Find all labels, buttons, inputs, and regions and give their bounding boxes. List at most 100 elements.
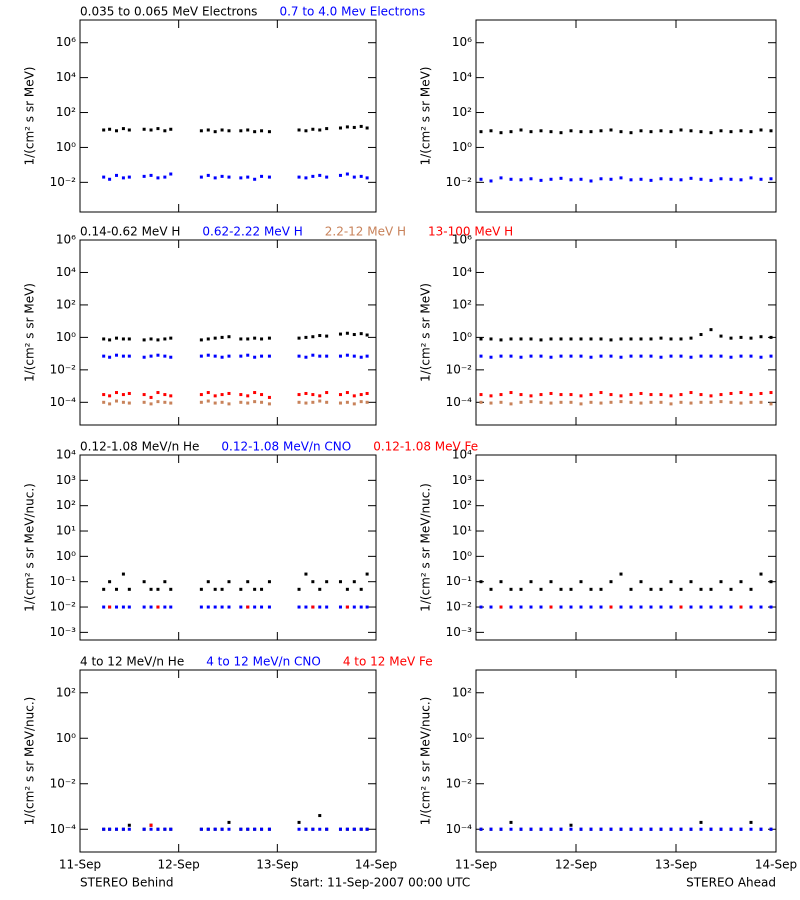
data-point <box>206 580 210 584</box>
data-point <box>669 827 673 831</box>
y-axis-label: 1/(cm² s sr MeV/nuc.) <box>23 483 37 612</box>
data-point <box>579 354 583 358</box>
data-point <box>108 605 112 609</box>
footer-center: Start: 11-Sep-2007 00:00 UTC <box>290 876 470 890</box>
data-point <box>297 393 301 397</box>
data-point <box>199 827 203 831</box>
data-point <box>509 402 513 406</box>
data-point <box>169 336 173 340</box>
legend-entry: 0.7 to 4.0 Mev Electrons <box>279 5 425 19</box>
data-point <box>246 394 250 398</box>
data-point <box>509 827 513 831</box>
data-point <box>338 393 342 397</box>
data-point <box>156 127 160 131</box>
data-point <box>509 605 513 609</box>
data-point <box>589 355 593 359</box>
data-point <box>311 827 315 831</box>
data-point <box>227 827 231 831</box>
data-point <box>267 175 271 179</box>
data-point <box>304 827 308 831</box>
data-point <box>519 605 523 609</box>
x-tick-label: 14-Sep <box>355 858 397 872</box>
data-point <box>529 827 533 831</box>
data-point <box>156 605 160 609</box>
data-point <box>569 393 573 397</box>
data-point <box>220 393 224 397</box>
data-point <box>304 572 308 576</box>
data-point <box>579 337 583 341</box>
y-axis-label: 1/(cm² s sr MeV) <box>23 67 37 166</box>
data-point <box>509 391 513 395</box>
data-point <box>318 399 322 403</box>
panel-frame <box>79 454 377 641</box>
data-point <box>689 827 693 831</box>
data-point <box>559 827 563 831</box>
y-tick-label: 10² <box>56 685 76 699</box>
data-point <box>253 177 257 181</box>
data-point <box>156 827 160 831</box>
data-point <box>169 355 173 359</box>
data-point <box>749 820 753 824</box>
data-point <box>539 354 543 358</box>
x-tick-label: 13-Sep <box>256 858 298 872</box>
data-point <box>739 580 743 584</box>
data-point <box>549 130 553 134</box>
y-tick-label: 10⁻⁴ <box>50 395 77 409</box>
data-point <box>499 605 503 609</box>
data-point <box>569 354 573 358</box>
data-point <box>311 335 315 339</box>
data-point <box>669 177 673 181</box>
data-point <box>246 175 250 179</box>
data-point <box>769 177 773 181</box>
data-point <box>759 827 763 831</box>
data-point <box>769 402 773 406</box>
data-point <box>499 400 503 404</box>
data-point <box>199 587 203 591</box>
data-point <box>108 127 112 131</box>
data-point <box>639 391 643 395</box>
data-point <box>599 605 603 609</box>
data-point <box>213 827 217 831</box>
data-point <box>609 393 613 397</box>
y-tick-label: 10⁻² <box>50 600 77 614</box>
data-point <box>609 400 613 404</box>
data-point <box>619 827 623 831</box>
data-point <box>609 827 613 831</box>
data-point <box>479 605 483 609</box>
x-tick-label: 12-Sep <box>158 858 200 872</box>
data-point <box>649 605 653 609</box>
data-point <box>163 580 167 584</box>
data-point <box>699 354 703 358</box>
data-point <box>739 605 743 609</box>
data-point <box>108 338 112 342</box>
data-point <box>220 355 224 359</box>
data-point <box>199 400 203 404</box>
data-point <box>519 827 523 831</box>
data-point <box>549 177 553 181</box>
data-point <box>499 176 503 180</box>
data-point <box>659 587 663 591</box>
data-point <box>365 827 369 831</box>
data-point <box>569 129 573 133</box>
data-point <box>719 334 723 338</box>
data-point <box>529 605 533 609</box>
data-point <box>267 605 271 609</box>
data-point <box>260 337 264 341</box>
data-point <box>599 391 603 395</box>
data-point <box>719 580 723 584</box>
data-point <box>156 353 160 357</box>
data-point <box>769 335 773 339</box>
data-point <box>121 393 125 397</box>
data-point <box>649 827 653 831</box>
data-point <box>689 391 693 395</box>
data-point <box>127 823 131 827</box>
data-point <box>649 130 653 134</box>
data-point <box>479 177 483 181</box>
data-point <box>529 400 533 404</box>
data-point <box>649 354 653 358</box>
data-point <box>769 580 773 584</box>
data-point <box>260 400 264 404</box>
data-point <box>759 128 763 132</box>
y-tick-label: 10⁰ <box>452 549 472 563</box>
